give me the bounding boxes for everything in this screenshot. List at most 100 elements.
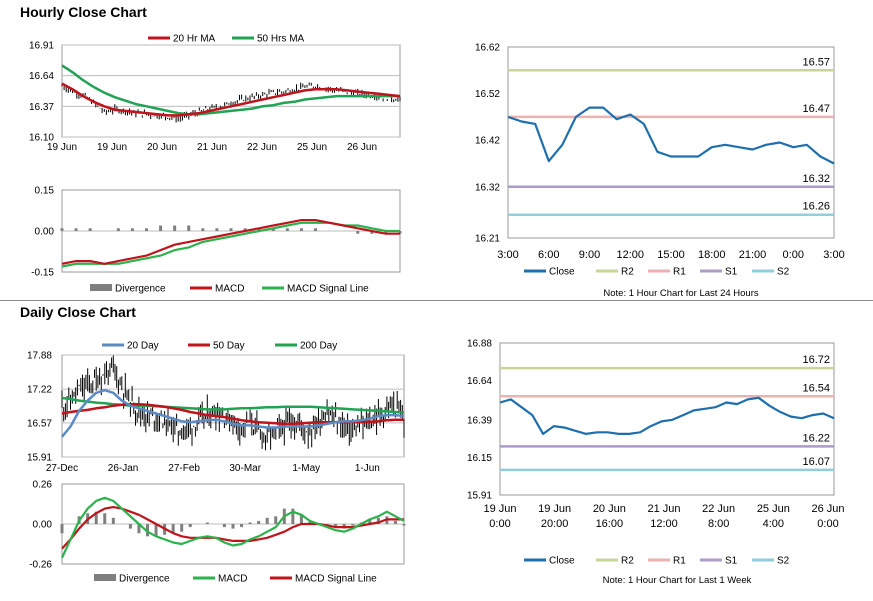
legend-20-day-label: 20 Day [127,341,159,352]
level-s1-label: 16.32 [802,173,830,185]
macd-line [61,496,405,559]
close-line [507,106,835,165]
legend-macd-label: MACD [215,284,244,295]
x-tick-label: 15:00 [657,249,685,261]
ma50-line [61,64,400,116]
y-tick-label: 0.26 [33,480,53,491]
legend-r2-label: R2 [621,267,634,278]
x-tick-label: 12:00 [650,518,678,530]
x-tick-label: 8:00 [708,518,729,530]
x-tick-label: 21 Jun [647,503,680,515]
y-tick-label: 0.15 [35,186,55,197]
daily-week-chart: 16.88 16.64 16.39 16.15 15.91 16.72 16.54 16.22… [467,339,845,587]
legend-r1-label: R1 [673,267,686,278]
x-tick-label: 0:00 [817,518,838,530]
x-tick-label: 20 Jun [147,142,177,151]
y-tick-label: 16.62 [475,43,500,54]
x-tick-label: 12:00 [616,249,644,261]
y-tick-label: 16.37 [29,102,54,113]
y-tick-label: 16.64 [29,71,54,82]
legend-s2-label: S2 [777,556,790,567]
y-tick-label: 16.57 [27,418,52,429]
x-tick-label: 30-Mar [229,463,261,474]
y-tick-label: -0.26 [29,560,52,571]
y-tick-label: 15.91 [27,453,52,464]
level-r1-label: 16.54 [802,382,830,394]
x-tick-label: 19 Jun [47,142,77,151]
y-tick-label: 0.00 [33,520,53,531]
daily-macd-chart: 0.26 0.00 -0.26 Divergence MACD MACD Signal L… [29,480,406,585]
level-s2-label: 16.26 [802,201,830,213]
level-r2-label: 16.57 [802,56,830,68]
legend-close-label: Close [549,556,575,567]
y-tick-label: 16.15 [467,453,492,464]
x-tick-label: 27-Dec [46,463,78,474]
x-tick-label: 19 Jun [538,503,571,515]
x-tick-label: 18:00 [698,249,726,261]
x-tick-label: 19 Jun [97,142,127,151]
plot-frame [507,46,835,239]
x-tick-label: 25 Jun [297,142,327,151]
y-tick-label: 17.88 [27,351,52,362]
x-tick-label: 9:00 [579,249,600,261]
macd-line [61,218,400,265]
y-tick-label: 16.64 [467,376,492,387]
legend-r2-label: R2 [621,556,634,567]
x-tick-label: 26 Jun [347,142,377,151]
x-tick-label: 3:00 [497,249,518,261]
x-tick-label: 25 Jun [757,503,790,515]
x-tick-label: 6:00 [538,249,559,261]
y-tick-label: -0.15 [31,268,54,279]
x-tick-label: 21:00 [739,249,767,261]
legend-r1-label: R1 [673,556,686,567]
legend-divergence-swatch [90,284,112,291]
hourly-24h-chart: 16.62 16.52 16.42 16.32 16.21 16.57 16.47 16.32… [475,43,845,300]
x-tick-label: 20:00 [541,518,569,530]
legend-close-label: Close [549,267,575,278]
legend-50-day-label: 50 Day [213,341,245,352]
x-tick-label: 4:00 [763,518,784,530]
legend-s1-label: S1 [725,556,738,567]
plot-frame [499,342,835,496]
daily-price-chart: 20 Day 50 Day 200 Day17.8817.2216.5715.912… [27,341,405,474]
x-tick-label: 16:00 [596,518,624,530]
y-tick-label: 16.91 [29,41,54,52]
y-tick-label: 16.32 [475,182,500,193]
y-tick-label: 16.39 [467,415,492,426]
legend-50hrs-ma-label: 50 Hrs MA [257,34,305,45]
legend-macd-signal-label: MACD Signal Line [295,574,377,585]
section-divider [0,300,873,301]
hourly-macd-chart: 0.15 0.00 -0.15 Divergence MACD MACD Signal L… [31,186,402,295]
y-tick-label: 15.91 [467,491,492,502]
x-tick-label: 26 Jun [811,503,844,515]
legend-s1-label: S1 [725,267,738,278]
x-tick-label: 26-Jan [108,463,139,474]
x-tick-label: 1-May [292,463,320,474]
close-line [499,396,835,436]
legend-20hr-ma-label: 20 Hr MA [173,34,216,45]
y-tick-label: 17.22 [27,385,52,396]
x-tick-label: 22 Jun [247,142,277,151]
x-tick-label: 1-Jun [355,463,380,474]
y-tick-label: 16.10 [29,133,54,144]
y-tick-label: 16.42 [475,136,500,147]
legend-divergence-label: Divergence [119,574,170,585]
level-s1-label: 16.22 [802,432,830,444]
x-tick-label: 3:00 [823,249,844,261]
daily-section-title: Daily Close Chart [20,304,136,320]
legend-macd-label: MACD [218,574,247,585]
hourly-section-title: Hourly Close Chart [20,4,147,20]
ma20-line [61,82,401,117]
chart-note: Note: 1 Hour Chart for Last 1 Week [603,575,752,586]
ma20-line [61,388,405,438]
level-r2-label: 16.72 [802,354,830,366]
x-tick-label: 20 Jun [593,503,626,515]
legend-s2-label: S2 [777,267,790,278]
x-tick-label: 0:00 [783,249,804,261]
x-tick-label: 27-Feb [168,463,200,474]
x-tick-label: 21 Jun [197,142,227,151]
x-tick-label: 22 Jun [702,503,735,515]
x-tick-label: 0:00 [489,518,510,530]
y-tick-label: 16.21 [475,234,500,245]
legend-macd-signal-label: MACD Signal Line [287,284,369,295]
